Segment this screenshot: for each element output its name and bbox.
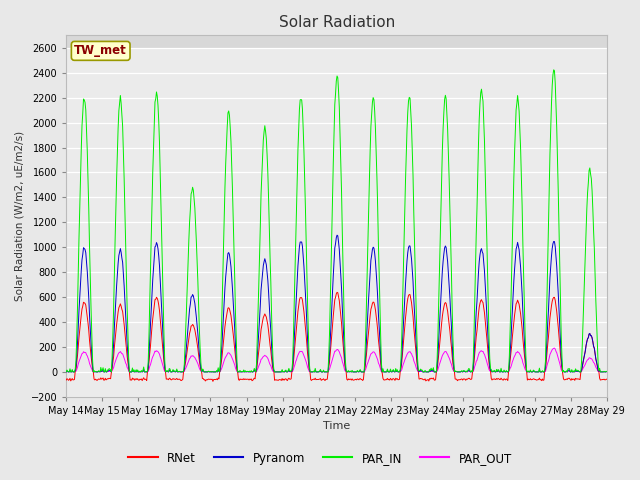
- X-axis label: Time: Time: [323, 421, 350, 432]
- Legend: RNet, Pyranom, PAR_IN, PAR_OUT: RNet, Pyranom, PAR_IN, PAR_OUT: [124, 447, 516, 469]
- Text: TW_met: TW_met: [74, 44, 127, 58]
- Title: Solar Radiation: Solar Radiation: [278, 15, 395, 30]
- Bar: [66, 36, 607, 48]
- Y-axis label: Solar Radiation (W/m2, uE/m2/s): Solar Radiation (W/m2, uE/m2/s): [15, 131, 25, 301]
